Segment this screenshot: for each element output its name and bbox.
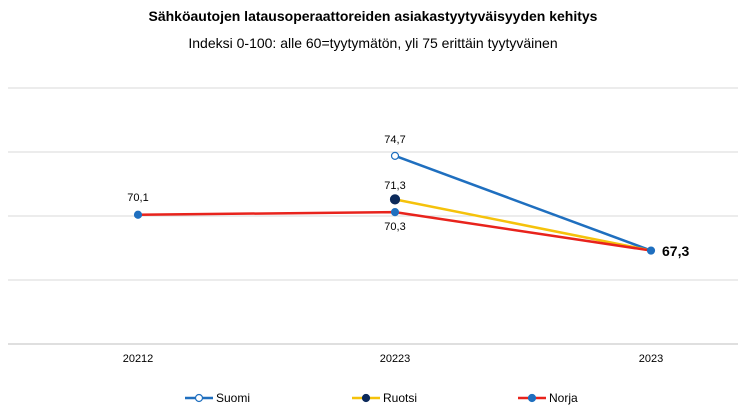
- data-label: 74,7: [384, 134, 405, 146]
- series-line-ruotsi: [394, 198, 652, 252]
- legend-label-norja: Norja: [549, 391, 578, 405]
- legend-marker-ruotsi: [361, 393, 371, 403]
- legend-marker-suomi: [194, 393, 204, 403]
- x-tick-label: 20212: [123, 353, 154, 365]
- data-point-suomi: [390, 151, 400, 160]
- x-tick-label: 2023: [639, 353, 663, 365]
- data-point-ruotsi: [389, 194, 401, 205]
- legend-marker-norja: [527, 393, 537, 403]
- data-label: 70,1: [127, 192, 148, 204]
- series-line-suomi: [394, 154, 652, 252]
- data-point-norja: [133, 210, 143, 219]
- data-point-norja: [646, 246, 656, 255]
- chart-title: Sähköautojen latausoperaattoreiden asiak…: [148, 8, 598, 24]
- data-point-norja: [390, 208, 400, 217]
- x-tick-label: 20223: [380, 353, 411, 365]
- data-label: 70,3: [384, 221, 405, 233]
- chart-subtitle: Indeksi 0-100: alle 60=tyytymätön, yli 7…: [188, 35, 558, 51]
- data-label: 67,3: [662, 243, 689, 259]
- legend-label-ruotsi: Ruotsi: [383, 391, 417, 405]
- data-label: 71,3: [384, 180, 405, 192]
- legend-label-suomi: Suomi: [216, 391, 250, 405]
